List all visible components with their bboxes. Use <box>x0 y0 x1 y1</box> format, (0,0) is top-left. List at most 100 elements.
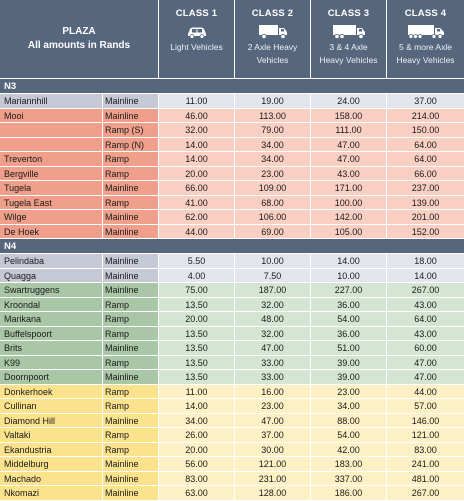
class-1-fee-cell: 5.50 <box>159 254 235 268</box>
plaza-type-cell: Ramp <box>103 428 159 442</box>
class-2-fee-cell: 32.00 <box>235 326 311 340</box>
plaza-name-cell: Bergville <box>0 166 103 180</box>
class-1-header: CLASS 1 Light Vehicles <box>159 0 235 78</box>
table-row: Machado Mainline 83.00 231.00 337.00 481.00 <box>0 471 464 486</box>
plaza-name-cell: Wilge <box>0 210 103 224</box>
plaza-type-cell: Mainline <box>103 94 159 108</box>
class-1-fee-cell: 4.00 <box>159 268 235 282</box>
class-2-fee-cell: 47.00 <box>235 413 311 427</box>
class-3-header: CLASS 3 3 & 4 Axle Heavy Vehicles <box>311 0 387 78</box>
class-2-fee-cell: 79.00 <box>235 123 311 137</box>
class-2-fee-cell: 34.00 <box>235 137 311 151</box>
table-row: Tugela East Ramp 41.00 68.00 100.00 139.00 <box>0 195 464 210</box>
class-4-fee-cell: 152.00 <box>387 224 464 238</box>
class-1-fee-cell: 14.00 <box>159 152 235 166</box>
class-4-fee-cell: 60.00 <box>387 341 464 355</box>
class-2-name: CLASS 2 <box>251 8 294 19</box>
plaza-title: PLAZA <box>62 26 96 37</box>
plaza-type-cell: Mainline <box>103 283 159 297</box>
class-1-fee-cell: 20.00 <box>159 166 235 180</box>
class-3-fee-cell: 14.00 <box>311 254 387 268</box>
class-3-fee-cell: 337.00 <box>311 471 387 485</box>
plaza-name-cell: Pelindaba <box>0 254 103 268</box>
plaza-name-cell: Valtaki <box>0 428 103 442</box>
class-3-description-line2: Heavy Vehicles <box>319 54 378 65</box>
class-1-fee-cell: 13.50 <box>159 326 235 340</box>
class-3-description-line1: 3 & 4 Axle <box>329 42 368 52</box>
plaza-name-cell: Middelburg <box>0 457 103 471</box>
class-4-name: CLASS 4 <box>404 8 447 19</box>
plaza-type-cell: Ramp (S) <box>103 123 159 137</box>
class-4-fee-cell: 146.00 <box>387 413 464 427</box>
class-3-fee-cell: 47.00 <box>311 137 387 151</box>
class-4-description-line2: Heavy Vehicles <box>396 54 455 65</box>
table-row: Cullinan Ramp 14.00 23.00 34.00 57.00 <box>0 399 464 414</box>
table-row: Marikana Ramp 20.00 48.00 54.00 64.00 <box>0 312 464 327</box>
table-row: Diamond Hill Mainline 34.00 47.00 88.00 146.0… <box>0 413 464 428</box>
class-2-fee-cell: 16.00 <box>235 384 311 398</box>
class-1-fee-cell: 34.00 <box>159 413 235 427</box>
class-1-name: CLASS 1 <box>175 8 218 19</box>
class-3-fee-cell: 183.00 <box>311 457 387 471</box>
plaza-name-cell <box>0 137 103 151</box>
class-3-fee-cell: 88.00 <box>311 413 387 427</box>
plaza-name-cell: Diamond Hill <box>0 413 103 427</box>
class-2-fee-cell: 19.00 <box>235 94 311 108</box>
plaza-name-cell: Doornpoort <box>0 370 103 384</box>
class-3-fee-cell: 23.00 <box>311 384 387 398</box>
class-1-fee-cell: 62.00 <box>159 210 235 224</box>
class-4-fee-cell: 47.00 <box>387 370 464 384</box>
table-row: Swartruggens Mainline 75.00 187.00 227.00 267… <box>0 283 464 298</box>
plaza-name-cell: Brits <box>0 341 103 355</box>
class-2-fee-cell: 48.00 <box>235 312 311 326</box>
class-4-fee-cell: 66.00 <box>387 166 464 180</box>
class-2-fee-cell: 30.00 <box>235 442 311 456</box>
table-row: Ekandustria Ramp 20.00 30.00 42.00 83.00 <box>0 442 464 457</box>
section-header: N4 <box>0 239 464 254</box>
class-4-fee-cell: 47.00 <box>387 355 464 369</box>
plaza-type-cell: Mainline <box>103 370 159 384</box>
plaza-name-cell: Machado <box>0 471 103 485</box>
class-1-fee-cell: 26.00 <box>159 428 235 442</box>
class-3-fee-cell: 142.00 <box>311 210 387 224</box>
class-1-fee-cell: 20.00 <box>159 442 235 456</box>
class-1-fee-cell: 13.50 <box>159 370 235 384</box>
class-2-header: CLASS 2 2 Axle Heavy Vehicles <box>235 0 311 78</box>
table-row: Ramp (N) 14.00 34.00 47.00 64.00 <box>0 137 464 152</box>
table-row: De Hoek Mainline 44.00 69.00 105.00 152.00 <box>0 224 464 239</box>
plaza-type-cell: Mainline <box>103 268 159 282</box>
plaza-type-cell: Mainline <box>103 210 159 224</box>
table-row: Mariannhill Mainline 11.00 19.00 24.00 37.00 <box>0 94 464 109</box>
class-4-fee-cell: 139.00 <box>387 195 464 209</box>
table-row: Tugela Mainline 66.00 109.00 171.00 237.00 <box>0 181 464 196</box>
plaza-name-cell: Swartruggens <box>0 283 103 297</box>
class-4-fee-cell: 43.00 <box>387 297 464 311</box>
class-4-fee-cell: 481.00 <box>387 471 464 485</box>
table-row: Ramp (S) 32.00 79.00 111.00 150.00 <box>0 123 464 138</box>
class-2-fee-cell: 106.00 <box>235 210 311 224</box>
class-4-fee-cell: 237.00 <box>387 181 464 195</box>
plaza-type-cell: Mainline <box>103 341 159 355</box>
class-4-fee-cell: 44.00 <box>387 384 464 398</box>
class-3-fee-cell: 36.00 <box>311 326 387 340</box>
plaza-type-cell: Ramp <box>103 152 159 166</box>
class-4-description-line1: 5 & more Axle <box>399 42 452 52</box>
plaza-name-cell: Buffelspoort <box>0 326 103 340</box>
section-header: N3 <box>0 79 464 94</box>
class-2-fee-cell: 68.00 <box>235 195 311 209</box>
class-1-fee-cell: 14.00 <box>159 399 235 413</box>
class-3-fee-cell: 24.00 <box>311 94 387 108</box>
class-3-fee-cell: 47.00 <box>311 152 387 166</box>
class-3-fee-cell: 10.00 <box>311 268 387 282</box>
plaza-type-cell: Mainline <box>103 224 159 238</box>
class-4-fee-cell: 43.00 <box>387 326 464 340</box>
class-2-fee-cell: 113.00 <box>235 108 311 122</box>
class-3-fee-cell: 39.00 <box>311 370 387 384</box>
class-4-fee-cell: 150.00 <box>387 123 464 137</box>
table-header: PLAZA All amounts in Rands CLASS 1 Light… <box>0 0 464 79</box>
class-4-fee-cell: 37.00 <box>387 94 464 108</box>
class-3-fee-cell: 43.00 <box>311 166 387 180</box>
class-1-fee-cell: 14.00 <box>159 137 235 151</box>
plaza-type-cell: Ramp <box>103 166 159 180</box>
table-row: K99 Ramp 13.50 33.00 39.00 47.00 <box>0 355 464 370</box>
